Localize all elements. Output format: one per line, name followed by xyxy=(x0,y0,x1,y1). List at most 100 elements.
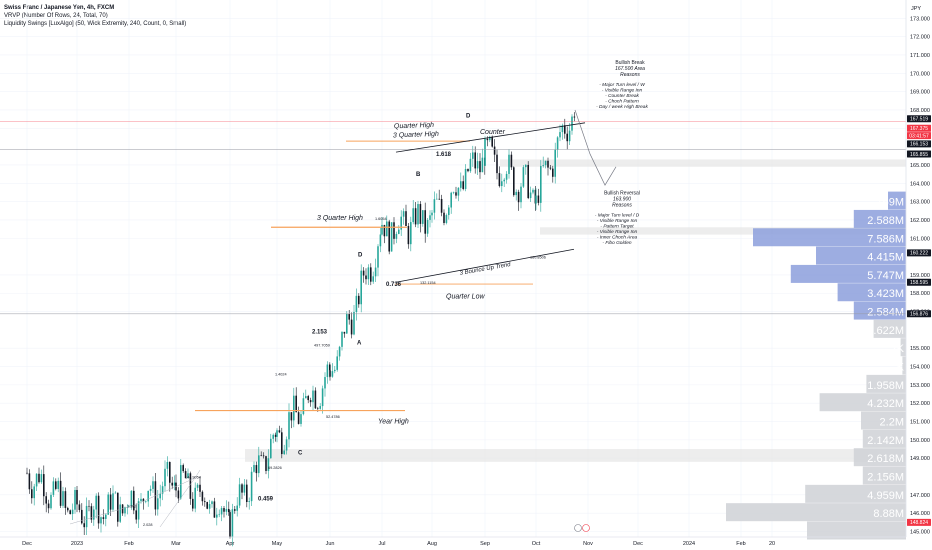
time-tick-label: Nov xyxy=(583,541,593,547)
candle-body xyxy=(137,501,140,520)
volume-profile-label: 1.622M xyxy=(867,325,904,337)
event-icon[interactable] xyxy=(582,524,590,532)
candle-body xyxy=(522,167,525,187)
quarter-high-label: Quarter High xyxy=(394,122,434,130)
candle-body xyxy=(429,215,431,220)
candle-body xyxy=(117,492,119,522)
time-tick-label: Feb xyxy=(736,541,745,547)
legend-indicator-liquidity[interactable]: Liquidity Swings [LuxAlgo] (50, Wick Ext… xyxy=(4,21,187,27)
price-label-box xyxy=(907,278,931,286)
volume-profile-bar xyxy=(853,301,906,320)
candle-body xyxy=(324,377,326,389)
candle-body xyxy=(312,390,314,403)
event-icon[interactable] xyxy=(574,524,582,532)
candle-body xyxy=(267,458,270,471)
candle-body xyxy=(102,517,105,519)
candle-body xyxy=(220,508,223,515)
year-high-label: Year High xyxy=(378,418,409,425)
volume-profile-bar xyxy=(900,338,906,357)
candle-body xyxy=(472,152,474,159)
wave-label: 0.736 xyxy=(386,282,402,288)
candle-body xyxy=(173,482,176,486)
volume-profile-bar xyxy=(853,448,906,467)
candle-body xyxy=(452,192,455,193)
price-tick-label: 173.000 xyxy=(910,16,930,22)
candle-body xyxy=(59,480,62,506)
candle-body xyxy=(513,167,515,196)
candle-body xyxy=(362,270,365,276)
candle-body xyxy=(370,267,372,282)
volume-profile-bar xyxy=(837,283,906,302)
bullish-reversal-value: 163.900 xyxy=(613,196,631,202)
candle-body xyxy=(445,215,448,223)
candle-body xyxy=(307,396,309,401)
candle-body xyxy=(498,173,501,187)
price-tick-label: 170.000 xyxy=(910,71,930,77)
candle-body xyxy=(250,471,253,502)
small-value-label: 160.8506 xyxy=(530,255,546,259)
candle-body xyxy=(503,179,505,182)
candle-body xyxy=(552,168,554,177)
candle-body xyxy=(436,198,438,200)
small-value-label: 1.4024 xyxy=(275,373,287,377)
candle-body xyxy=(112,493,114,510)
candle-body xyxy=(455,192,457,196)
volume-profile-label: 4.959M xyxy=(867,490,904,502)
legend-indicator-vrvp[interactable]: VRVP (Number Of Rows, 24, Total, 70) xyxy=(4,13,108,19)
candle-body xyxy=(537,195,540,203)
candle-body xyxy=(57,480,59,489)
time-axis: Dec 2023 Feb Mar Apr May Jun Jul Aug Sep Oct Nov Dec… xyxy=(0,536,906,547)
candle-body xyxy=(547,160,549,168)
candle-body xyxy=(164,468,166,487)
candle-body xyxy=(81,509,83,524)
time-tick-label: Dec xyxy=(633,541,643,547)
small-value-label: 69.2826 xyxy=(268,466,282,470)
candle-body xyxy=(336,356,338,370)
volume-profile-label: 2.618M xyxy=(867,453,904,465)
candle-body xyxy=(329,370,331,377)
candle-body xyxy=(223,508,225,512)
candle-body xyxy=(300,414,302,424)
price-label-text: 167.375 xyxy=(910,126,928,132)
candle-body xyxy=(105,514,107,519)
candle-body xyxy=(532,189,534,193)
candle-body xyxy=(417,204,419,225)
candle-body xyxy=(493,146,496,155)
candle-body xyxy=(78,504,81,510)
price-label-box xyxy=(907,518,931,526)
candle-body xyxy=(278,430,281,433)
candle-body xyxy=(433,199,436,213)
time-tick-label: Feb xyxy=(124,541,133,547)
volume-profile-label: 8.88M xyxy=(873,508,904,520)
candle-body xyxy=(62,491,64,506)
candle-body xyxy=(321,388,324,407)
candle-body xyxy=(341,331,343,347)
volume-profile-bar xyxy=(862,429,906,448)
volume-profile-bar xyxy=(726,503,906,522)
reversal-reason-item: - Fibo Golden xyxy=(602,240,631,246)
price-tick-label: 147.000 xyxy=(910,493,930,499)
projection-path xyxy=(574,109,617,186)
candle-body xyxy=(171,482,173,486)
volume-profile-bar xyxy=(790,264,906,283)
candle-body xyxy=(302,398,305,415)
candle-body xyxy=(50,494,52,509)
candle-body xyxy=(43,474,45,497)
candle-body xyxy=(211,501,213,505)
liquidity-zone xyxy=(500,159,906,167)
counter-label: Counter xyxy=(480,129,506,136)
candle-body xyxy=(55,481,57,489)
candle-body xyxy=(317,408,319,409)
candle-body xyxy=(348,314,350,320)
wave-label: B xyxy=(416,172,421,178)
time-tick-label: Dec xyxy=(22,541,32,547)
candle-body xyxy=(374,267,377,277)
candle-body xyxy=(559,132,561,138)
candle-body xyxy=(169,462,171,483)
volume-profile-label: 4.415M xyxy=(867,252,904,264)
candle-body xyxy=(157,498,159,510)
wave-label: 1.618 xyxy=(436,152,452,158)
candle-body xyxy=(114,492,117,494)
time-tick-label: 2023 xyxy=(71,541,83,547)
